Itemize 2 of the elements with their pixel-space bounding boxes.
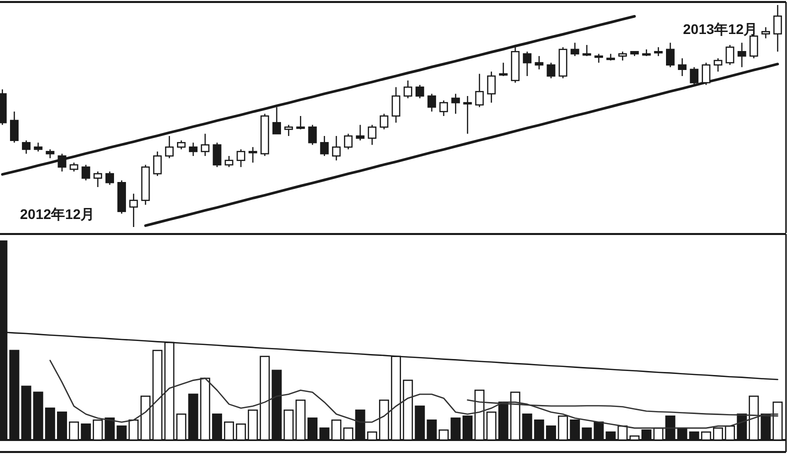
annotation: 2013年12月: [683, 21, 758, 37]
annotation: 2012年12月: [20, 206, 95, 222]
